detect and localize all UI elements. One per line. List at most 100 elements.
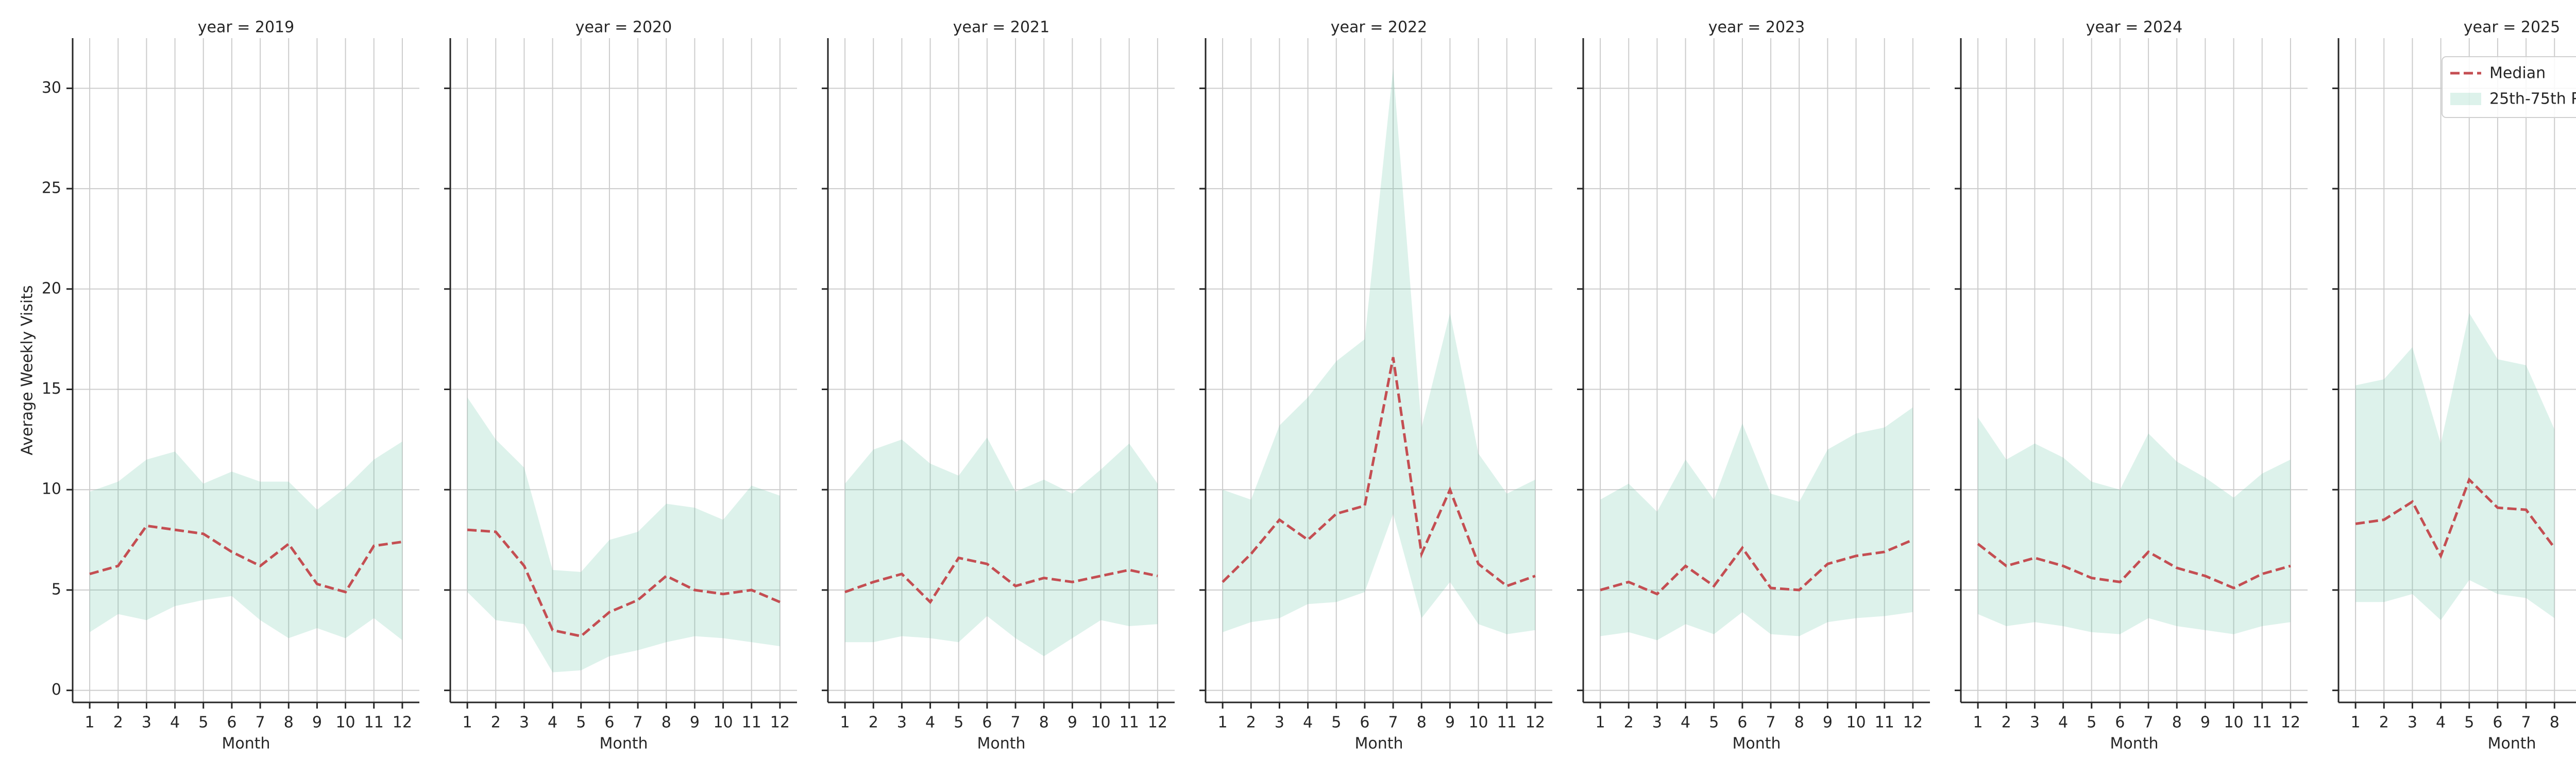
y-tick-label: 10 xyxy=(42,480,61,498)
x-axis-label: Month xyxy=(2110,735,2158,753)
x-tick-label: 5 xyxy=(576,714,586,732)
x-tick-label: 10 xyxy=(1091,714,1110,732)
x-tick-label: 10 xyxy=(2224,714,2243,732)
x-tick-label: 4 xyxy=(925,714,935,732)
x-tick-label: 7 xyxy=(2144,714,2154,732)
percentile-band xyxy=(2355,313,2555,620)
percentile-band xyxy=(1600,407,1913,641)
x-tick-label: 6 xyxy=(604,714,614,732)
median-line xyxy=(467,528,781,638)
x-tick-label: 8 xyxy=(662,714,671,732)
x-tick-label: 8 xyxy=(1039,714,1049,732)
x-tick-label: 11 xyxy=(1120,714,1139,732)
x-tick-label: 3 xyxy=(519,714,529,732)
x-tick-label: 10 xyxy=(335,714,355,732)
x-tick-label: 1 xyxy=(1218,714,1228,732)
x-tick-label: 7 xyxy=(1011,714,1021,732)
x-tick-label: 4 xyxy=(1681,714,1690,732)
x-tick-label: 9 xyxy=(1445,714,1455,732)
x-tick-label: 12 xyxy=(393,714,412,732)
x-tick-label: 9 xyxy=(1823,714,1833,732)
x-tick-label: 11 xyxy=(742,714,761,732)
percentile-band xyxy=(90,441,402,641)
x-tick-label: 4 xyxy=(1303,714,1313,732)
x-tick-label: 2 xyxy=(869,714,878,732)
x-tick-label: 2 xyxy=(491,714,501,732)
x-tick-label: 1 xyxy=(1596,714,1605,732)
x-tick-label: 12 xyxy=(2281,714,2300,732)
legend-label: Median xyxy=(2489,64,2546,82)
legend-label: 25th-75th Percentile xyxy=(2489,90,2576,108)
x-tick-label: 5 xyxy=(198,714,208,732)
x-tick-label: 10 xyxy=(713,714,733,732)
x-tick-label: 10 xyxy=(1468,714,1488,732)
x-tick-label: 6 xyxy=(1360,714,1369,732)
x-tick-label: 3 xyxy=(1652,714,1662,732)
x-axis-label: Month xyxy=(1732,735,1781,753)
median-line xyxy=(2355,477,2556,559)
x-tick-label: 1 xyxy=(85,714,95,732)
x-tick-label: 2 xyxy=(2002,714,2011,732)
panel-title: year = 2021 xyxy=(953,19,1050,37)
percentile-band xyxy=(467,397,780,673)
x-tick-label: 3 xyxy=(142,714,151,732)
x-axis-label: Month xyxy=(2487,735,2536,753)
x-axis-label: Month xyxy=(599,735,648,753)
x-tick-label: 12 xyxy=(1903,714,1923,732)
x-tick-label: 6 xyxy=(2115,714,2125,732)
x-tick-label: 8 xyxy=(2172,714,2182,732)
x-tick-label: 8 xyxy=(1794,714,1804,732)
x-tick-label: 8 xyxy=(1417,714,1427,732)
x-tick-label: 3 xyxy=(1275,714,1284,732)
x-tick-label: 6 xyxy=(2493,714,2502,732)
x-tick-label: 3 xyxy=(897,714,907,732)
legend-patch xyxy=(2450,93,2481,105)
x-tick-label: 2 xyxy=(1246,714,1256,732)
x-tick-label: 6 xyxy=(1737,714,1747,732)
y-tick-label: 20 xyxy=(42,279,61,297)
x-tick-label: 8 xyxy=(284,714,294,732)
x-tick-label: 11 xyxy=(2252,714,2272,732)
legend-box xyxy=(2442,56,2576,118)
median-line xyxy=(1600,539,1913,596)
x-tick-label: 12 xyxy=(770,714,790,732)
x-tick-label: 9 xyxy=(312,714,322,732)
x-tick-label: 2 xyxy=(2379,714,2389,732)
panel-title: year = 2020 xyxy=(575,19,672,37)
x-tick-label: 9 xyxy=(2200,714,2210,732)
panel-title: year = 2024 xyxy=(2086,19,2183,37)
y-axis-label: Average Weekly Visits xyxy=(19,285,37,455)
y-tick-label: 25 xyxy=(42,179,61,197)
y-tick-label: 0 xyxy=(52,681,61,699)
x-axis-label: Month xyxy=(222,735,270,753)
x-tick-label: 1 xyxy=(840,714,850,732)
x-tick-label: 12 xyxy=(1148,714,1167,732)
median-line xyxy=(844,556,1158,604)
x-tick-label: 11 xyxy=(1497,714,1517,732)
x-tick-label: 4 xyxy=(548,714,557,732)
percentile-band xyxy=(845,437,1158,657)
x-tick-label: 5 xyxy=(2464,714,2474,732)
median-line xyxy=(89,524,403,594)
x-tick-label: 4 xyxy=(2058,714,2068,732)
x-tick-label: 1 xyxy=(463,714,472,732)
panel-title: year = 2023 xyxy=(1708,19,1805,37)
y-tick-label: 5 xyxy=(52,580,61,598)
median-line xyxy=(1977,543,2291,590)
x-tick-label: 2 xyxy=(1624,714,1634,732)
x-tick-label: 7 xyxy=(1388,714,1398,732)
percentile-band xyxy=(1223,68,1535,634)
x-tick-label: 1 xyxy=(2351,714,2361,732)
x-tick-label: 1 xyxy=(1973,714,1983,732)
median-line xyxy=(1222,357,1536,587)
panel-title: year = 2025 xyxy=(2464,19,2561,37)
x-tick-label: 7 xyxy=(2521,714,2531,732)
x-tick-label: 6 xyxy=(982,714,992,732)
x-tick-label: 4 xyxy=(170,714,180,732)
panel-title: year = 2019 xyxy=(198,19,295,37)
x-tick-label: 7 xyxy=(1766,714,1776,732)
x-tick-label: 3 xyxy=(2030,714,2040,732)
x-tick-label: 9 xyxy=(690,714,700,732)
percentile-band xyxy=(1978,417,2291,634)
